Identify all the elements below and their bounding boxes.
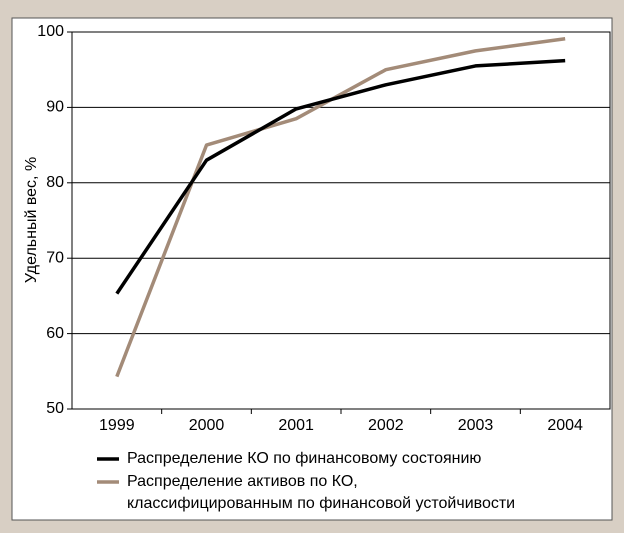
x-tick-label: 2000 xyxy=(189,417,225,434)
y-tick-label: 100 xyxy=(37,23,64,40)
panel xyxy=(11,17,613,521)
line-series xyxy=(115,58,566,295)
y-tick-label: 80 xyxy=(46,174,64,191)
x-tick-label: 2004 xyxy=(547,417,583,434)
x-tick-label: 1999 xyxy=(99,417,135,434)
y-tick-label: 60 xyxy=(46,325,64,342)
x-tick-label: 2002 xyxy=(368,417,404,434)
legend-label: Распределение активов по КО, классифициро… xyxy=(127,473,515,512)
legend-label: Распределение КО по финансовому состояни… xyxy=(127,450,481,467)
y-tick-label: 70 xyxy=(46,249,64,266)
y-axis-label: Удельный вес, % xyxy=(23,157,40,283)
y-tick-label: 50 xyxy=(46,400,64,417)
y-tick-label: 90 xyxy=(46,99,64,116)
x-tick-label: 2003 xyxy=(458,417,494,434)
x-tick-label: 2001 xyxy=(278,417,314,434)
